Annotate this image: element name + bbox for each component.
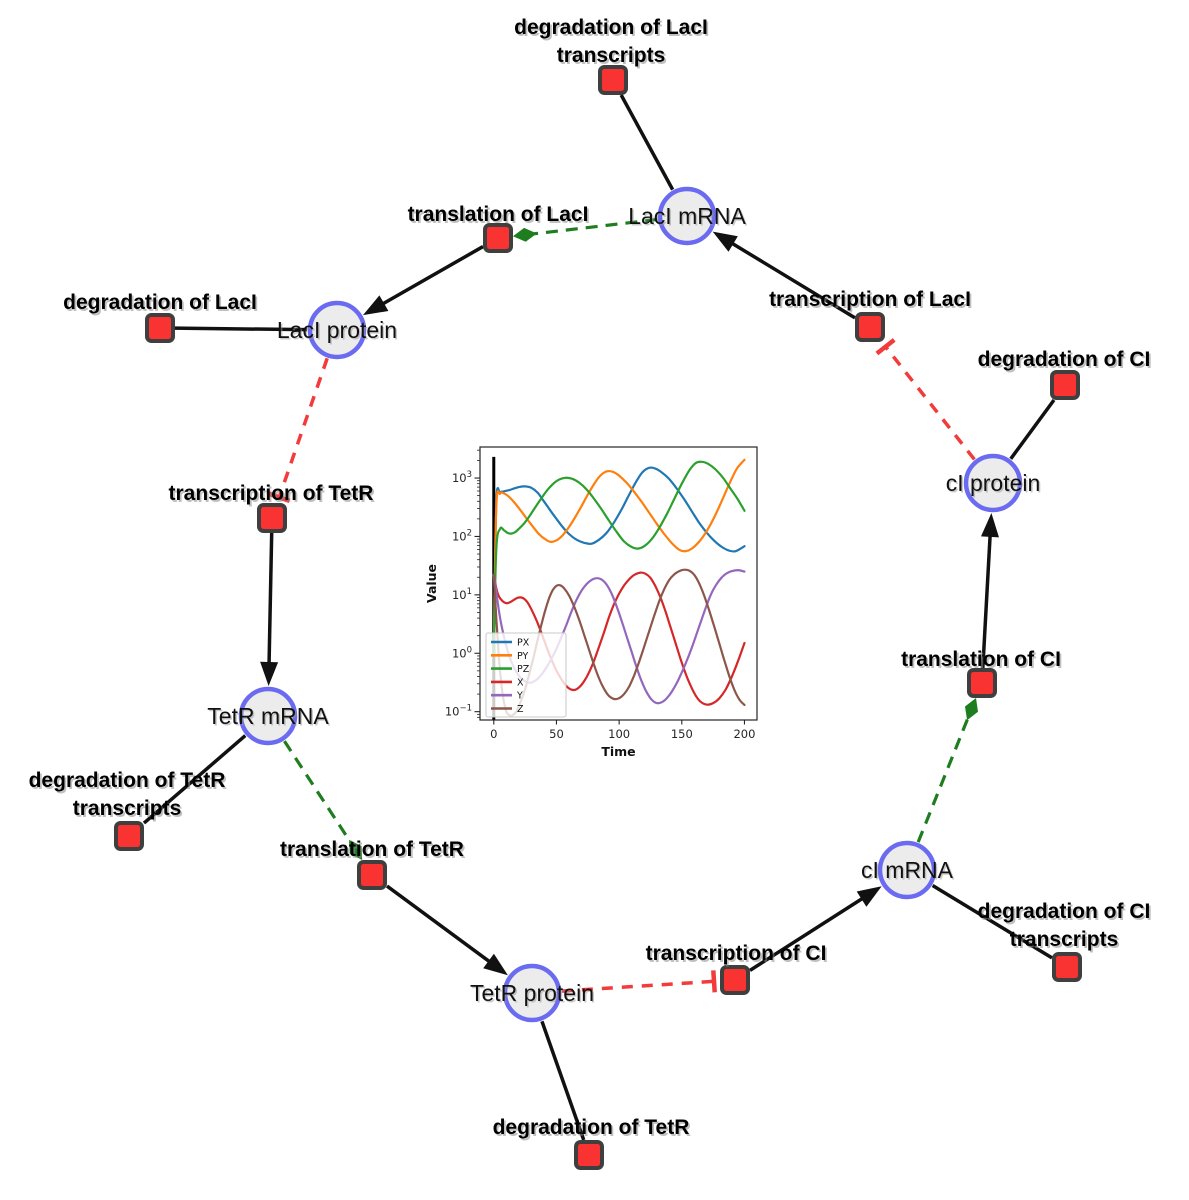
edge-laci_protein-deg_laci-consumption: [174, 326, 308, 332]
edge-tetr_mrna-tln_tetr-modifier: [283, 740, 363, 860]
reaction-node-tln_tetr: [357, 860, 387, 890]
reaction-label-tln_tetr-line1: translation of TetR: [280, 838, 464, 861]
reaction-node-deg_laci: [145, 313, 175, 343]
chart-series-X: [492, 571, 746, 706]
chart-background: [425, 438, 770, 763]
reaction-node-deg_laci_tx: [598, 65, 628, 95]
species-node-ci_protein: [963, 453, 1023, 513]
edge-ci_mrna-deg_ci_tx-consumption: [931, 884, 1053, 960]
species-node-laci_mrna: [657, 186, 717, 246]
chart-frame: [479, 446, 758, 721]
edge-ci_mrna-tln_ci-modifier: [916, 698, 978, 843]
legend-label-X: X: [517, 677, 524, 688]
legend-label-Z: Z: [517, 704, 524, 715]
edge-laci_mrna-deg_laci_tx-consumption: [619, 94, 675, 191]
reaction-label-tln_ci-line1: translation of CI: [901, 648, 1061, 671]
x-tick-label-200: 200: [733, 727, 755, 741]
chart-series-PZ: [492, 460, 746, 655]
edge-tetr_protein-txn_ci-inhibition: [561, 970, 717, 993]
x-tick-label-100: 100: [608, 727, 630, 741]
edge-txn_tetr-tetr_mrna-production: [260, 532, 279, 686]
edge-tln_tetr-tetr_protein-production: [385, 884, 508, 976]
edge-laci_protein-txn_tetr-inhibition: [268, 357, 329, 504]
reaction-label-deg_tetr_tx-line1: degradation of TetR: [29, 769, 226, 792]
x-tick-label-150: 150: [671, 727, 693, 741]
reaction-node-tln_laci: [483, 223, 513, 253]
edge-ci_protein-txn_laci-inhibition: [875, 338, 976, 461]
reaction-label-deg_laci-line1: degradation of LacI: [63, 291, 257, 314]
species-node-ci_mrna: [877, 840, 937, 900]
edge-ci_protein-deg_ci-consumption: [1009, 398, 1056, 460]
reaction-node-deg_tetr: [574, 1140, 604, 1170]
reaction-node-txn_tetr: [257, 503, 287, 533]
edge-txn_laci-laci_mrna-production: [712, 231, 856, 320]
edge-tln_laci-laci_protein-production: [363, 245, 484, 316]
species-label-ci_protein: cI protein: [946, 470, 1041, 496]
reaction-label-deg_laci_tx-line2: transcripts: [557, 44, 666, 67]
reaction-node-tln_ci: [967, 668, 997, 698]
legend-label-Y: Y: [516, 691, 523, 702]
edge-tln_ci-ci_protein-production: [981, 513, 999, 669]
species-node-laci_protein: [307, 300, 367, 360]
edge-tetr_mrna-deg_tetr_tx-consumption: [142, 734, 247, 825]
chart-series-PY: [492, 458, 746, 655]
reaction-label-txn_ci-line1: transcription of CI: [646, 942, 827, 965]
reaction-node-txn_laci: [855, 312, 885, 342]
edges-layer: [142, 94, 1056, 1141]
edge-tetr_protein-deg_tetr-consumption: [540, 1020, 586, 1141]
reaction-node-txn_ci: [720, 965, 750, 995]
species-node-tetr_mrna: [238, 686, 298, 746]
reaction-label-tln_laci-line1: translation of LacI: [408, 203, 589, 226]
species-label-laci_protein: LacI protein: [277, 317, 397, 343]
nodes-layer: [114, 65, 1082, 1170]
species-label-laci_mrna: LacI mRNA: [628, 203, 746, 229]
reaction-node-deg_ci_tx: [1052, 952, 1082, 982]
reaction-label-deg_ci_tx-line2: transcripts: [1010, 928, 1119, 951]
reaction-label-deg_tetr-line1: degradation of TetR: [493, 1116, 690, 1139]
species-label-ci_mrna: cI mRNA: [861, 857, 954, 883]
chart-series-PX: [492, 466, 746, 655]
x-axis-label: Time: [601, 744, 635, 759]
x-tick-label-50: 50: [549, 727, 564, 741]
legend-label-PY: PY: [517, 651, 529, 662]
reaction-label-deg_ci_tx-line1: degradation of CI: [978, 900, 1151, 923]
legend-label-PZ: PZ: [517, 664, 530, 675]
edge-txn_ci-ci_mrna-production: [749, 886, 882, 972]
species-label-tetr_protein: TetR protein: [470, 980, 594, 1006]
reaction-node-deg_ci: [1050, 370, 1080, 400]
legend-label-PX: PX: [517, 638, 530, 649]
species-node-tetr_protein: [502, 963, 562, 1023]
x-tick-label-0: 0: [490, 727, 497, 741]
chart-legend: PX PY PZ XYZ: [485, 632, 567, 718]
species-label-tetr_mrna: TetR mRNA: [207, 703, 329, 729]
edge-laci_mrna-tln_laci-modifier: [513, 217, 658, 242]
reaction-node-deg_tetr_tx: [114, 821, 144, 851]
labels-layer: LacI mRNA LacI protein cI protein TetR mRNA…: [29, 16, 1151, 1139]
reaction-label-deg_laci_tx-line1: degradation of LacI: [514, 16, 708, 39]
reaction-label-txn_tetr-line1: transcription of TetR: [169, 482, 374, 505]
reaction-label-deg_tetr_tx-line2: transcripts: [73, 797, 182, 820]
y-axis-label: Value: [424, 564, 439, 603]
reaction-label-deg_ci-line1: degradation of CI: [978, 348, 1151, 371]
reaction-label-txn_laci-line1: transcription of LacI: [769, 288, 971, 311]
